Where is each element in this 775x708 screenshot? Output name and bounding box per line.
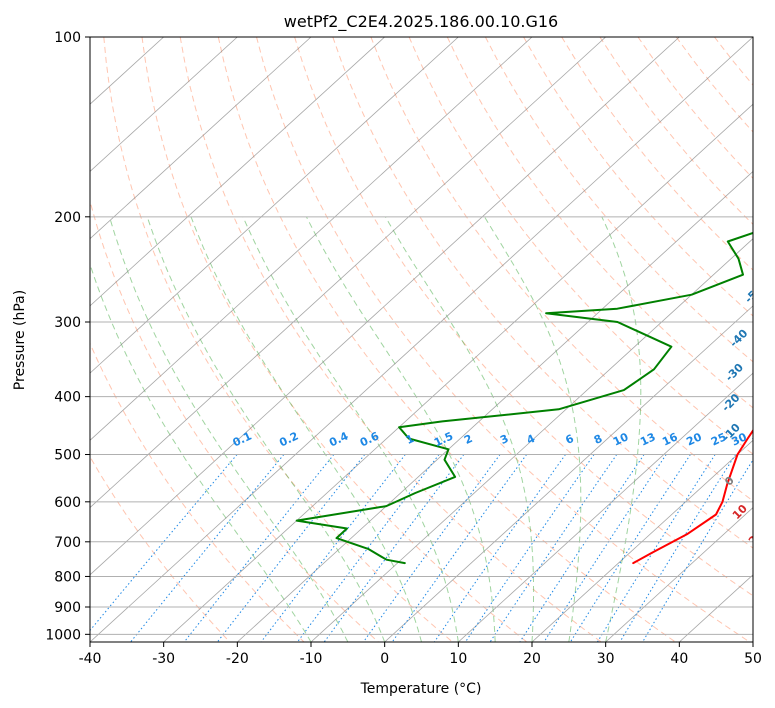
mixing-ratio-line	[217, 454, 366, 642]
x-tick-label: 30	[597, 651, 615, 667]
y-axis-title: Pressure (hPa)	[12, 290, 28, 390]
mixing-ratio-line	[543, 454, 667, 642]
x-tick-label: 20	[523, 651, 541, 667]
background-lines	[90, 37, 753, 642]
mixing-ratio-line	[519, 454, 645, 642]
moist-adiabat	[601, 216, 642, 642]
skew-isotherm	[163, 103, 753, 642]
mixing-ratio-label: 20	[684, 430, 704, 448]
moist-adiabat	[484, 216, 582, 642]
moist-adiabat	[190, 216, 422, 642]
skew-isotherm	[384, 305, 753, 642]
x-axis: -40 -30 -20 -10 0 10 20 30 40 50	[79, 642, 762, 667]
mixing-ratio-line	[391, 454, 528, 642]
y-tick-label: 100	[54, 30, 81, 46]
mixing-ratio-label: 10	[611, 430, 631, 448]
dry-adiabat	[90, 455, 231, 642]
moist-adiabat	[384, 216, 535, 642]
plot-frame	[89, 36, 754, 643]
mixing-ratio-line	[323, 454, 465, 642]
skew-isotherm	[310, 238, 753, 642]
mixing-ratio-line	[642, 458, 753, 642]
dewpoint-profile	[295, 231, 753, 565]
y-tick-label: 900	[54, 600, 81, 616]
dry-adiabat	[294, 37, 753, 597]
mixing-ratio-line	[183, 454, 335, 642]
mixing-ratio-label: 30	[729, 430, 749, 448]
x-tick-label: 50	[744, 651, 762, 667]
skew-isotherm	[90, 37, 680, 576]
moist-adiabat	[90, 262, 312, 642]
x-tick-label: 40	[670, 651, 688, 667]
moist-adiabat	[242, 216, 459, 642]
mixing-ratio-label: 16	[660, 430, 680, 448]
y-tick-label: 500	[54, 448, 81, 464]
skew-isotherm	[458, 372, 753, 642]
y-tick-label: 200	[54, 210, 81, 226]
dry-adiabat	[370, 37, 753, 502]
y-tick-label: 300	[54, 315, 81, 331]
series-layer	[295, 231, 753, 565]
skew-isotherm	[90, 37, 606, 509]
dry-adiabat	[256, 37, 751, 642]
y-tick-label: 800	[54, 569, 81, 585]
mixing-ratio-label: 25	[709, 430, 728, 448]
mixing-ratio-line	[130, 454, 285, 642]
x-axis-title: Temperature (°C)	[360, 681, 482, 697]
dry-adiabat	[332, 37, 753, 549]
x-tick-label: -30	[152, 651, 175, 667]
skew-isotherm	[605, 507, 753, 642]
skew-isotherm	[90, 37, 533, 441]
x-tick-label: -40	[79, 651, 102, 667]
skew-isotherm	[90, 37, 753, 642]
moist-adiabat	[305, 216, 496, 642]
moist-adiabat	[109, 216, 349, 642]
dry-adiabat	[90, 342, 305, 642]
grid-lines	[90, 37, 753, 635]
mixing-ratio-line	[362, 454, 501, 642]
chart-title: wetPf2_C2E4.2025.186.00.10.G16	[284, 12, 558, 32]
skew-isotherm	[531, 439, 753, 642]
isotherm-label: 20	[746, 527, 766, 547]
mixing-ratio-line	[619, 454, 737, 642]
skew-isotherm	[90, 37, 459, 374]
isotherm-label: -50	[742, 282, 765, 305]
dry-adiabat	[217, 37, 676, 642]
mixing-ratio-line	[433, 454, 566, 642]
skew-isotherm	[90, 37, 385, 307]
skew-isotherm	[90, 37, 312, 240]
y-tick-label: 600	[54, 495, 81, 511]
y-tick-label: 700	[54, 535, 81, 551]
x-tick-label: -10	[300, 651, 323, 667]
dry-adiabat	[141, 37, 528, 642]
dry-adiabat	[103, 37, 453, 642]
x-tick-label: -20	[226, 651, 249, 667]
x-tick-label: 0	[380, 651, 389, 667]
dry-adiabat	[446, 37, 753, 409]
x-tick-label: 10	[449, 651, 467, 667]
y-tick-label: 400	[54, 390, 81, 406]
temperature-profile	[632, 428, 753, 565]
skew-isotherm	[90, 37, 238, 172]
mixing-ratio-label: 13	[638, 430, 657, 448]
mixing-ratio-label: 36	[750, 430, 770, 448]
y-axis: 100 200 300 400 500 600 700 800 900 1000	[45, 30, 90, 643]
y-tick-label: 1000	[45, 627, 81, 643]
dry-adiabat	[484, 37, 753, 363]
